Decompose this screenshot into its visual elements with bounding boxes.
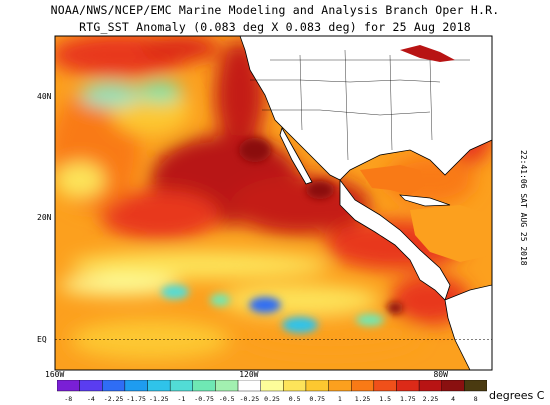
colorbar-tick-label: -8 <box>64 395 73 403</box>
colorbar-tick-label: -0.25 <box>239 395 260 403</box>
colorbar-tick-label: 1.5 <box>379 395 392 403</box>
lon-label: 160W <box>45 370 65 379</box>
colorbar-swatch <box>328 380 352 392</box>
colorbar-swatch <box>260 380 284 392</box>
colorbar-swatch <box>351 380 375 392</box>
gulf-of-mexico <box>360 165 425 195</box>
great-lakes <box>400 45 455 62</box>
map-title-line1: NOAA/NWS/NCEP/EMC Marine Modeling and An… <box>50 3 500 17</box>
colorbar-tick-label: -0.75 <box>194 395 214 403</box>
colorbar-swatch <box>57 380 80 392</box>
colorbar-swatch <box>464 380 487 392</box>
colorbar-tick-label: 1 <box>337 395 342 403</box>
south-america-land <box>444 284 492 370</box>
colorbar-swatch <box>124 380 148 392</box>
cuba-island <box>399 194 451 207</box>
colorbar-swatch <box>396 380 420 392</box>
colorbar-tick-label: 8 <box>473 395 478 403</box>
colorbar-tick-label: 0.5 <box>288 395 301 403</box>
colorbar-tick-label: -1.25 <box>149 395 169 403</box>
lat-label: 20N <box>37 213 52 223</box>
anomaly-field <box>55 36 492 370</box>
colorbar-tick-label: 0.75 <box>309 395 326 403</box>
lon-label: 120W <box>239 370 259 379</box>
baja-california <box>279 126 313 185</box>
colorbar-tick-label: 0.25 <box>264 395 280 403</box>
central-america-land <box>339 178 451 301</box>
colorbar-swatch <box>102 380 126 392</box>
lon-label: 80W <box>433 370 448 379</box>
colorbar-tick-label: -2.25 <box>103 395 124 403</box>
colorbar-tick-label: 2.25 <box>422 395 439 403</box>
colorbar-swatch <box>283 380 307 392</box>
colorbar <box>57 380 487 392</box>
colorbar-swatch <box>79 380 103 392</box>
colorbar-tick-label: 1.75 <box>399 395 416 403</box>
colorbar-tick-label: -1.75 <box>126 395 146 403</box>
timestamp-text: 22:41:06 SAT AUG 25 2018 <box>519 150 528 266</box>
colorbar-units: degrees C <box>489 389 545 402</box>
colorbar-tick-label: -0.5 <box>218 395 235 403</box>
lat-label: EQ <box>37 334 47 344</box>
colorbar-swatch <box>147 380 171 392</box>
state-borders <box>250 49 470 161</box>
colorbar-swatch <box>305 380 329 392</box>
colorbar-tick-label: -1 <box>177 395 186 403</box>
colorbar-swatch <box>169 380 193 392</box>
colorbar-tick-label: 1.25 <box>354 395 371 403</box>
colorbar-swatch <box>237 380 261 392</box>
colorbar-swatch <box>373 380 397 392</box>
colorbar-swatch <box>441 380 465 392</box>
colorbar-tick-label: -4 <box>87 395 95 403</box>
colorbar-tick-label: 4 <box>451 395 455 403</box>
caribbean-sea <box>410 205 492 262</box>
map-title-line2: RTG_SST Anomaly (0.083 deg X 0.083 deg) … <box>79 20 471 34</box>
colorbar-swatch <box>192 380 216 392</box>
map-frame <box>54 35 493 371</box>
colorbar-swatch <box>215 380 239 392</box>
colorbar-swatch <box>418 380 442 392</box>
lat-label: 40N <box>37 91 52 101</box>
